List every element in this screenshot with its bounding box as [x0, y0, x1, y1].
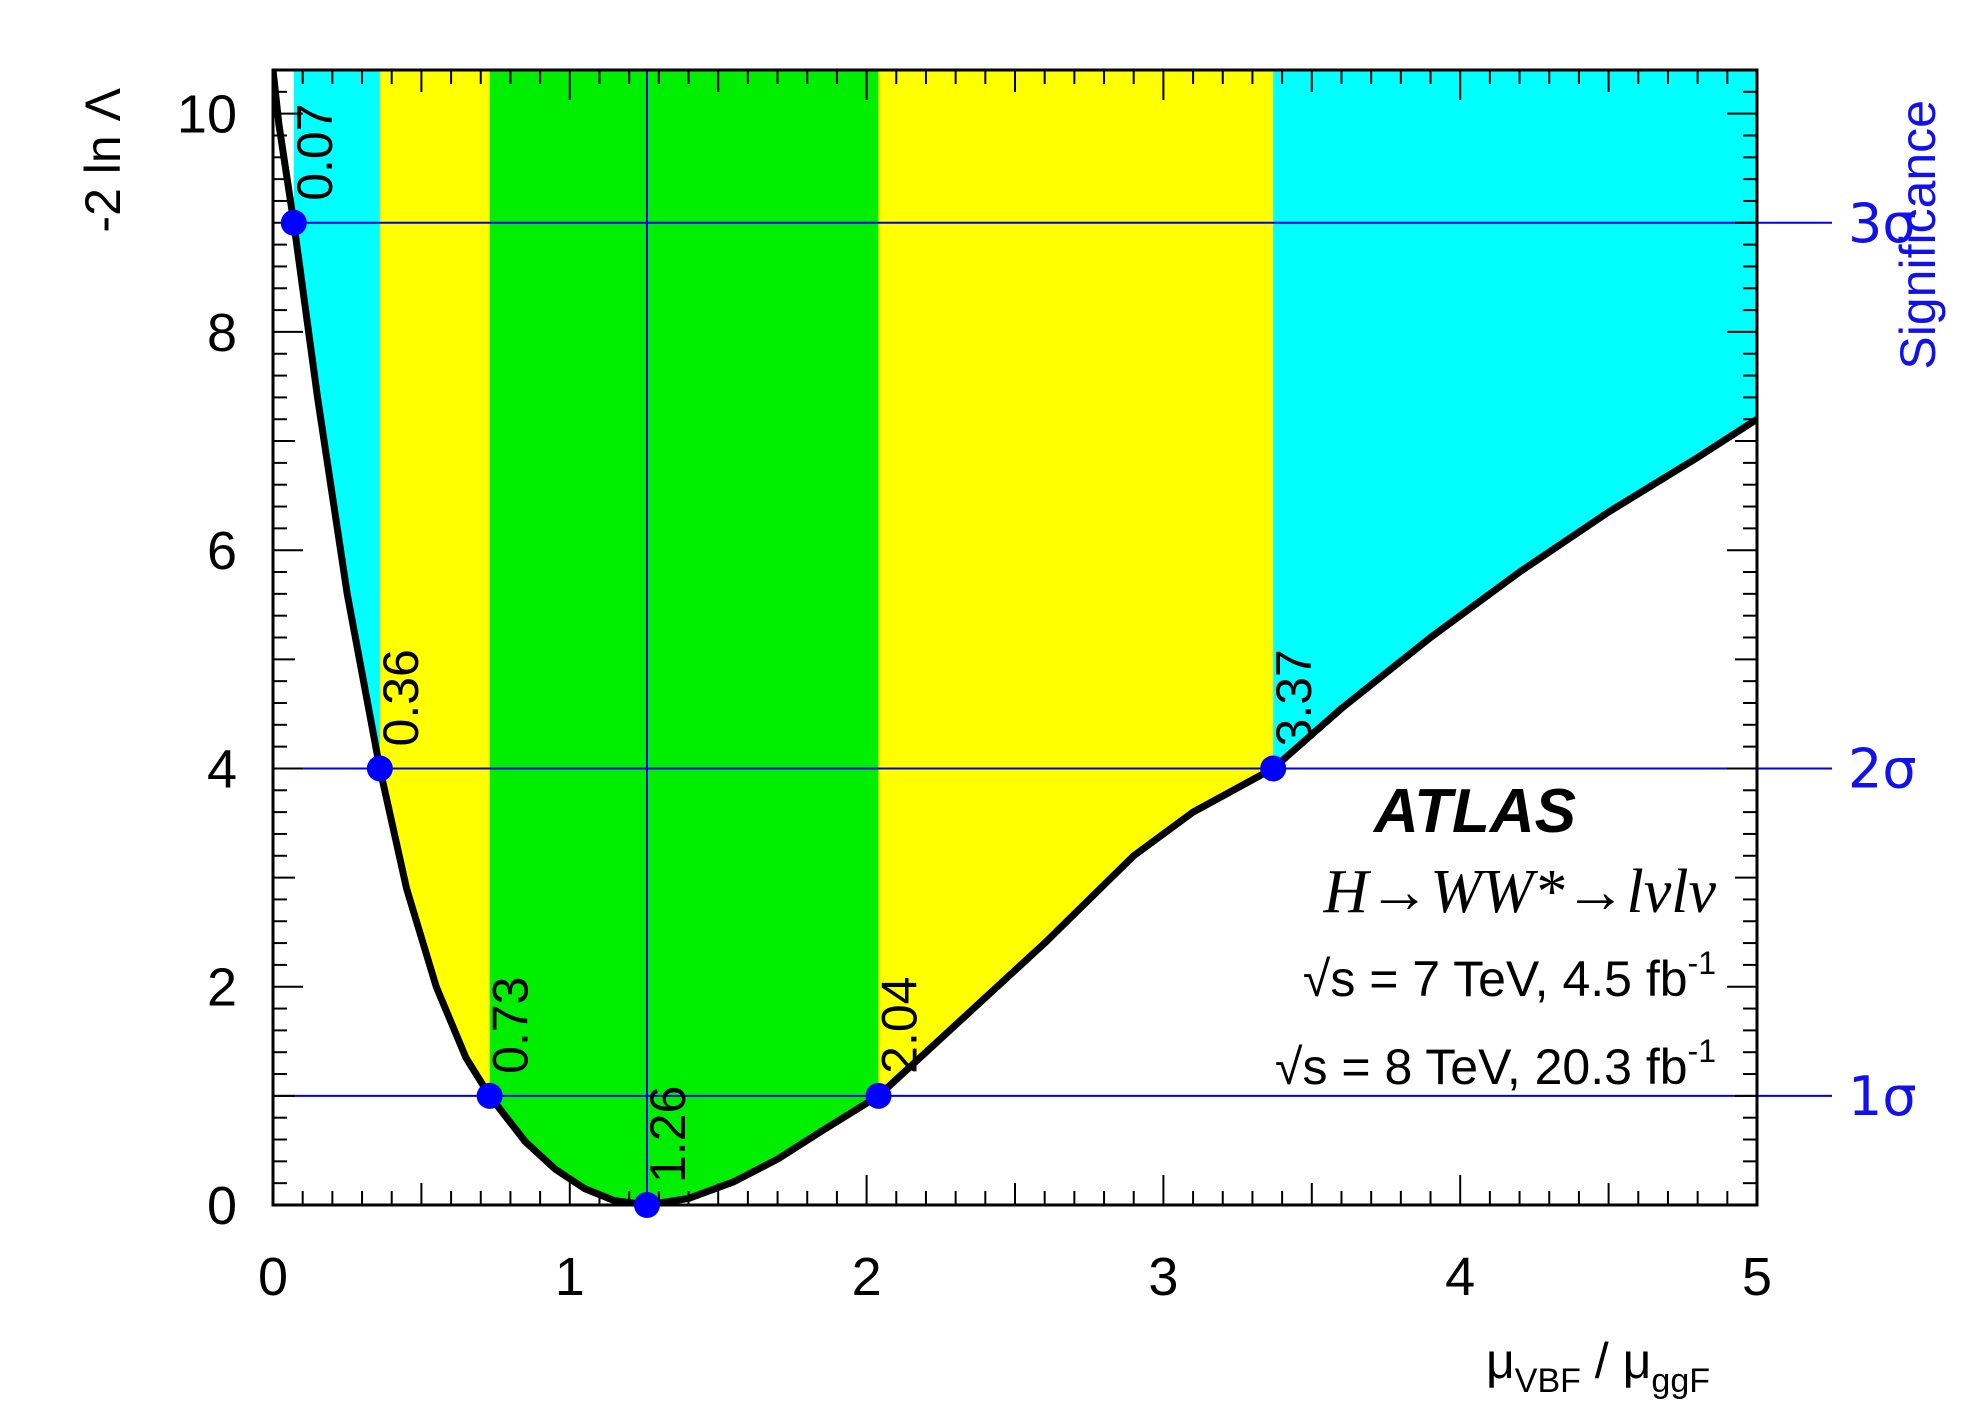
process-label: H→WW*→lνlν	[1322, 858, 1716, 926]
lumi-8-text: s = 8 TeV, 20.3 fb	[1303, 1039, 1688, 1095]
x-tick-label: 4	[1445, 1247, 1475, 1307]
y-tick-label: 8	[207, 303, 237, 363]
x-tick-label: 0	[258, 1247, 288, 1307]
crossing-label: 2.04	[871, 977, 927, 1074]
lumi-8-sqrt: √	[1275, 1039, 1303, 1095]
lumi-7-text: s = 7 TeV, 4.5 fb	[1330, 951, 1687, 1007]
sigma-label: 1σ	[1848, 1065, 1917, 1128]
y-tick-label: 10	[177, 85, 237, 145]
y-tick-label: 0	[207, 1176, 237, 1236]
right-axis-title: Significance	[1890, 100, 1946, 370]
x-axis-title: μVBF / μggF	[1486, 1333, 1710, 1400]
y-tick-label: 2	[207, 958, 237, 1018]
guide-lines	[273, 70, 1832, 1205]
lumi-7-sup: -1	[1688, 945, 1716, 981]
x-title-mu-2: μ	[1623, 1333, 1652, 1389]
x-title-sep: /	[1581, 1333, 1623, 1389]
lumi-7-sqrt: √	[1303, 951, 1331, 1007]
crossing-markers	[280, 209, 1287, 1218]
crossing-label: 1.26	[640, 1086, 696, 1183]
crossing-label: 0.36	[373, 649, 429, 746]
crossing-label: 3.37	[1266, 649, 1322, 746]
experiment-label: ATLAS	[1372, 777, 1576, 846]
x-title-num-sub: VBF	[1515, 1362, 1581, 1400]
crossing-label: 0.07	[287, 103, 343, 200]
x-tick-label: 2	[852, 1247, 882, 1307]
sigma-label: 2σ	[1848, 737, 1917, 800]
y-tick-label: 4	[207, 739, 237, 799]
crossing-marker	[633, 1192, 660, 1218]
crossing-marker	[280, 209, 307, 236]
y-axis-title: -2 ln Λ	[75, 87, 131, 232]
crossing-marker	[865, 1082, 892, 1109]
y-tick-label: 6	[207, 521, 237, 581]
x-tick-label: 3	[1148, 1247, 1178, 1307]
crossing-label: 0.73	[483, 977, 539, 1074]
lumi-7tev: √s = 7 TeV, 4.5 fb-1	[1303, 945, 1716, 1007]
x-tick-label: 1	[555, 1247, 585, 1307]
crossing-marker	[1260, 755, 1287, 782]
band-1sigma	[489, 70, 879, 1205]
lumi-8-sup: -1	[1688, 1033, 1716, 1069]
x-title-den-sub: ggF	[1651, 1362, 1710, 1400]
x-title-mu: μ	[1486, 1333, 1515, 1389]
confidence-bands	[293, 70, 1757, 1205]
sigma-label: 3σ	[1848, 192, 1917, 255]
lumi-8tev: √s = 8 TeV, 20.3 fb-1	[1275, 1033, 1716, 1095]
crossing-marker	[366, 755, 393, 782]
axis-ticks	[272, 69, 1758, 1206]
x-tick-label: 5	[1742, 1247, 1772, 1307]
crossing-marker	[476, 1082, 503, 1109]
tick-labels: 0 1 2 3 4 5 0 2 4 6 8 10 1σ 2σ 3σ 0.07 0.36 0.73 2.04 3.37 1…	[177, 85, 1917, 1307]
